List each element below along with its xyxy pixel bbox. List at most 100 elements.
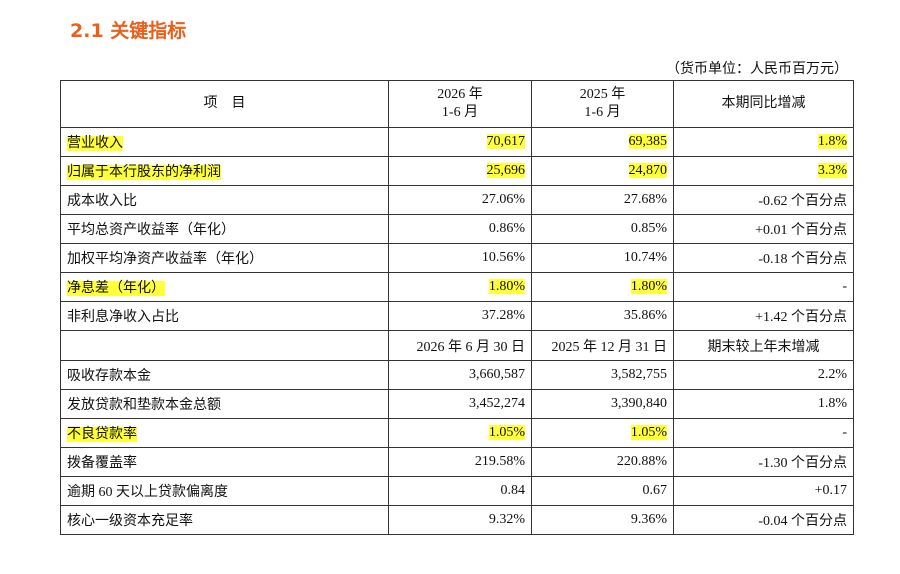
value-cell: 1.05%	[388, 418, 532, 448]
label-cell: 非利息净收入占比	[60, 301, 389, 331]
cell-text: 70,617	[486, 134, 525, 149]
value-cell: -0.18 个百分点	[673, 243, 854, 273]
cell-text: 逾期 60 天以上贷款偏离度	[67, 485, 228, 500]
label-cell: 成本收入比	[60, 185, 389, 215]
label-cell: 加权平均净资产收益率（年化）	[60, 243, 389, 273]
value-cell: +0.01 个百分点	[673, 214, 854, 244]
cell-text: 0.67	[642, 483, 668, 498]
data-row: 净息差（年化） 1.80% 1.80% -	[60, 272, 854, 302]
cell-text: 2025 年 12 月 31 日	[551, 339, 668, 355]
cell-text: 2026 年 6 月 30 日	[416, 339, 526, 355]
value-cell: 0.85%	[531, 214, 674, 244]
header-cell: 2025 年 1-6 月	[531, 80, 674, 128]
data-row: 加权平均净资产收益率（年化） 10.56% 10.74% -0.18 个百分点	[60, 243, 854, 273]
value-cell: 3,582,755	[531, 360, 674, 390]
cell-text: 项 目	[203, 96, 246, 111]
value-cell: 1.80%	[531, 272, 674, 302]
cell-text: -	[842, 279, 847, 294]
cell-text: 不良贷款率	[67, 427, 137, 442]
cell-text: -0.04 个百分点	[758, 514, 847, 529]
value-cell: 219.58%	[388, 447, 532, 477]
sub-header-cell: 期末较上年末增减	[673, 330, 854, 361]
cell-text: 1.80%	[630, 279, 667, 294]
value-cell: 69,385	[531, 127, 674, 157]
data-row: 逾期 60 天以上贷款偏离度 0.84 0.67 +0.17	[60, 476, 854, 506]
value-cell: +1.42 个百分点	[673, 301, 854, 331]
data-row: 吸收存款本金 3,660,587 3,582,755 2.2%	[60, 360, 854, 390]
empty-cell	[60, 330, 389, 361]
cell-text: 1.8%	[817, 134, 847, 149]
cell-text: 成本收入比	[67, 194, 137, 209]
value-cell: 9.36%	[531, 505, 674, 535]
cell-text: 3,390,840	[611, 396, 667, 411]
cell-text: 1-6 月	[441, 105, 479, 120]
sub-header-row: 2026 年 6 月 30 日 2025 年 12 月 31 日 期末较上年末增减	[60, 330, 854, 361]
cell-text: 1.80%	[488, 279, 525, 294]
value-cell: 10.74%	[531, 243, 674, 273]
cell-text: 0.84	[500, 483, 526, 498]
label-cell: 发放贷款和垫款本金总额	[60, 389, 389, 419]
value-cell: 35.86%	[531, 301, 674, 331]
cell-text: +1.42 个百分点	[755, 310, 847, 325]
cell-text: 1.05%	[488, 425, 525, 440]
data-row: 营业收入 70,617 69,385 1.8%	[60, 127, 854, 157]
value-cell: 0.67	[531, 476, 674, 506]
cell-text: 期末较上年末增减	[707, 339, 820, 355]
sub-header-cell: 2026 年 6 月 30 日	[388, 330, 532, 361]
value-cell: 3.3%	[673, 156, 854, 186]
header-cell: 2026 年 1-6 月	[388, 80, 532, 128]
data-row: 不良贷款率 1.05% 1.05% -	[60, 418, 854, 448]
value-cell: -0.62 个百分点	[673, 185, 854, 215]
cell-text: 3,582,755	[611, 367, 667, 382]
label-cell: 拨备覆盖率	[60, 447, 389, 477]
cell-text: 37.28%	[481, 308, 525, 323]
data-row: 平均总资产收益率（年化） 0.86% 0.85% +0.01 个百分点	[60, 214, 854, 244]
section-title: 2.1 关键指标	[70, 20, 187, 42]
label-cell: 核心一级资本充足率	[60, 505, 389, 535]
cell-text: 0.85%	[630, 221, 667, 236]
cell-text: 219.58%	[474, 454, 525, 469]
cell-text: 净息差（年化）	[67, 281, 165, 296]
value-cell: 1.8%	[673, 127, 854, 157]
metrics-table: 项 目 2026 年 1-6 月 2025 年 1-6 月 本期同比增减 营业收入 70,61…	[60, 80, 854, 535]
data-row: 非利息净收入占比 37.28% 35.86% +1.42 个百分点	[60, 301, 854, 331]
cell-text: -0.18 个百分点	[758, 252, 847, 267]
value-cell: 9.32%	[388, 505, 532, 535]
data-row: 发放贷款和垫款本金总额 3,452,274 3,390,840 1.8%	[60, 389, 854, 419]
label-cell: 不良贷款率	[60, 418, 389, 448]
value-cell: -0.04 个百分点	[673, 505, 854, 535]
cell-text: -1.30 个百分点	[758, 456, 847, 471]
cell-text: 10.56%	[481, 250, 525, 265]
value-cell: 27.06%	[388, 185, 532, 215]
header-cell: 项 目	[60, 80, 389, 128]
value-cell: 1.8%	[673, 389, 854, 419]
value-cell: 27.68%	[531, 185, 674, 215]
cell-text: 1.05%	[630, 425, 667, 440]
value-cell: 2.2%	[673, 360, 854, 390]
cell-text: 2026 年	[437, 87, 483, 102]
value-cell: +0.17	[673, 476, 854, 506]
cell-text: 平均总资产收益率（年化）	[67, 223, 235, 238]
cell-text: 3,660,587	[469, 367, 525, 382]
value-cell: 1.05%	[531, 418, 674, 448]
cell-text: 本期同比增减	[721, 96, 806, 111]
value-cell: 25,696	[388, 156, 532, 186]
data-row: 拨备覆盖率 219.58% 220.88% -1.30 个百分点	[60, 447, 854, 477]
cell-text: 2.2%	[817, 367, 847, 382]
cell-text: 营业收入	[67, 136, 123, 151]
value-cell: 1.80%	[388, 272, 532, 302]
value-cell: 37.28%	[388, 301, 532, 331]
cell-text: 1-6 月	[584, 105, 621, 120]
cell-text: 9.36%	[630, 512, 667, 527]
value-cell: 220.88%	[531, 447, 674, 477]
unit-note: （货币单位：人民币百万元）	[666, 62, 848, 77]
cell-text: 发放贷款和垫款本金总额	[67, 398, 221, 413]
cell-text: 27.06%	[481, 192, 525, 207]
cell-text: -0.62 个百分点	[758, 194, 847, 209]
value-cell: -	[673, 418, 854, 448]
header-row: 项 目 2026 年 1-6 月 2025 年 1-6 月 本期同比增减	[60, 80, 854, 128]
cell-text: 35.86%	[623, 308, 667, 323]
label-cell: 逾期 60 天以上贷款偏离度	[60, 476, 389, 506]
cell-text: 10.74%	[623, 250, 667, 265]
